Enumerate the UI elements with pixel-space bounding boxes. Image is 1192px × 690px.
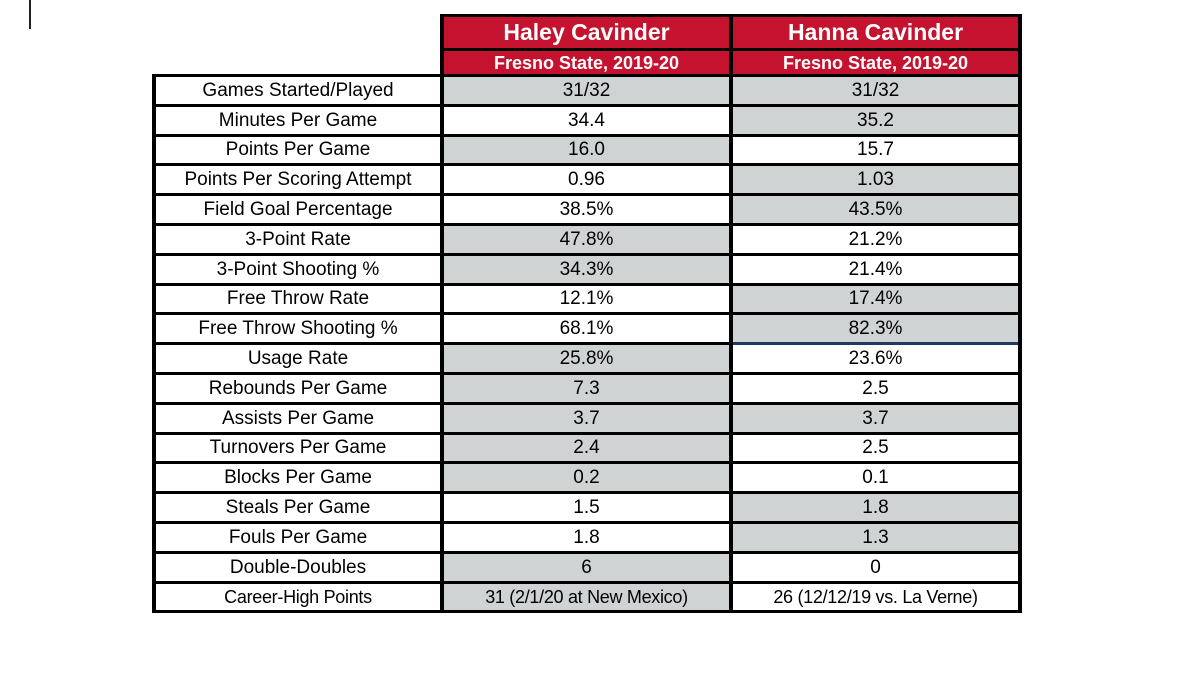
- header-haley-subtitle: Fresno State, 2019-20: [440, 48, 733, 77]
- stat-row: Turnovers Per Game 2.4 2.5: [152, 431, 1022, 465]
- stat-label: Steals Per Game: [152, 491, 444, 524]
- haley-value: 6: [440, 550, 733, 584]
- haley-value: 1.5: [440, 491, 733, 524]
- hanna-value: 23.6%: [729, 342, 1022, 375]
- haley-value: 0.2: [440, 461, 733, 495]
- cavinder-stats-table: Haley Cavinder Hanna Cavinder Fresno Sta…: [152, 14, 1022, 614]
- hanna-value: 21.2%: [729, 222, 1022, 256]
- hanna-value: 35.2: [729, 103, 1022, 137]
- stat-label: Double-Doubles: [152, 550, 444, 584]
- haley-value: 34.3%: [440, 252, 733, 286]
- stat-row: Assists Per Game 3.7 3.7: [152, 401, 1022, 435]
- header-spacer-cell: [154, 16, 442, 76]
- page-edge-mark: [29, 0, 31, 29]
- hanna-value: 15.7: [729, 133, 1022, 167]
- stat-label: Free Throw Rate: [152, 282, 444, 316]
- stat-row: Points Per Game 16.0 15.7: [152, 133, 1022, 167]
- haley-value: 2.4: [440, 431, 733, 465]
- stat-label: Rebounds Per Game: [152, 371, 444, 405]
- hanna-value: 1.3: [729, 520, 1022, 554]
- header-hanna-subtitle: Fresno State, 2019-20: [729, 48, 1022, 77]
- stat-row: Usage Rate 25.8% 23.6%: [152, 342, 1022, 375]
- haley-value: 0.96: [440, 163, 733, 197]
- haley-value: 31/32: [440, 74, 733, 107]
- stat-label: Assists Per Game: [152, 401, 444, 435]
- stat-label: 3-Point Rate: [152, 222, 444, 256]
- team-season-header-row: Fresno State, 2019-20 Fresno State, 2019…: [154, 48, 1022, 77]
- stat-label: Usage Rate: [152, 342, 444, 375]
- hanna-value: 26 (12/12/19 vs. La Verne): [729, 580, 1022, 614]
- haley-value: 3.7: [440, 401, 733, 435]
- haley-value: 47.8%: [440, 222, 733, 256]
- hanna-value: 1.03: [729, 163, 1022, 197]
- stat-row: Double-Doubles 6 0: [152, 550, 1022, 584]
- stat-label: Blocks Per Game: [152, 461, 444, 495]
- stat-row: 3-Point Shooting % 34.3% 21.4%: [152, 252, 1022, 286]
- stat-label: Points Per Scoring Attempt: [152, 163, 444, 197]
- hanna-value: 2.5: [729, 431, 1022, 465]
- hanna-value: 0: [729, 550, 1022, 584]
- stat-label: Free Throw Shooting %: [152, 312, 444, 346]
- stat-row: Minutes Per Game 34.4 35.2: [152, 103, 1022, 137]
- stat-label: Career-High Points: [152, 580, 444, 614]
- hanna-value: 3.7: [729, 401, 1022, 435]
- stat-label: Field Goal Percentage: [152, 193, 444, 226]
- haley-value: 34.4: [440, 103, 733, 137]
- stat-label: Minutes Per Game: [152, 103, 444, 137]
- stat-label: 3-Point Shooting %: [152, 252, 444, 286]
- hanna-value: 17.4%: [729, 282, 1022, 316]
- stat-row: Games Started/Played 31/32 31/32: [152, 74, 1022, 107]
- hanna-value: 31/32: [729, 74, 1022, 107]
- stat-row: Free Throw Rate 12.1% 17.4%: [152, 282, 1022, 316]
- stat-row: Fouls Per Game 1.8 1.3: [152, 520, 1022, 554]
- hanna-value: 1.8: [729, 491, 1022, 524]
- haley-value: 1.8: [440, 520, 733, 554]
- haley-value: 7.3: [440, 371, 733, 405]
- header-hanna-name: Hanna Cavinder: [729, 14, 1022, 51]
- stat-label: Turnovers Per Game: [152, 431, 444, 465]
- stat-row: Field Goal Percentage 38.5% 43.5%: [152, 193, 1022, 226]
- stat-row: Free Throw Shooting % 68.1% 82.3%: [152, 312, 1022, 346]
- haley-value: 38.5%: [440, 193, 733, 226]
- haley-value: 25.8%: [440, 342, 733, 375]
- stat-row: Blocks Per Game 0.2 0.1: [152, 461, 1022, 495]
- player-name-header-row: Haley Cavinder Hanna Cavinder: [154, 14, 1022, 51]
- haley-value: 68.1%: [440, 312, 733, 346]
- stats-table-body: Games Started/Played 31/32 31/32 Minutes Pe…: [152, 74, 1022, 614]
- header-haley-name: Haley Cavinder: [440, 14, 733, 51]
- haley-value: 31 (2/1/20 at New Mexico): [440, 580, 733, 614]
- stat-row: Steals Per Game 1.5 1.8: [152, 491, 1022, 524]
- hanna-value: 2.5: [729, 371, 1022, 405]
- stat-row: Career-High Points 31 (2/1/20 at New Mexi…: [152, 580, 1022, 614]
- stat-label: Points Per Game: [152, 133, 444, 167]
- haley-value: 16.0: [440, 133, 733, 167]
- stat-label: Games Started/Played: [152, 74, 444, 107]
- hanna-value: 43.5%: [729, 193, 1022, 226]
- stat-row: Points Per Scoring Attempt 0.96 1.03: [152, 163, 1022, 197]
- haley-value: 12.1%: [440, 282, 733, 316]
- hanna-value: 21.4%: [729, 252, 1022, 286]
- stat-row: Rebounds Per Game 7.3 2.5: [152, 371, 1022, 405]
- hanna-value: 82.3%: [729, 312, 1022, 346]
- stat-row: 3-Point Rate 47.8% 21.2%: [152, 222, 1022, 256]
- stat-label: Fouls Per Game: [152, 520, 444, 554]
- hanna-value: 0.1: [729, 461, 1022, 495]
